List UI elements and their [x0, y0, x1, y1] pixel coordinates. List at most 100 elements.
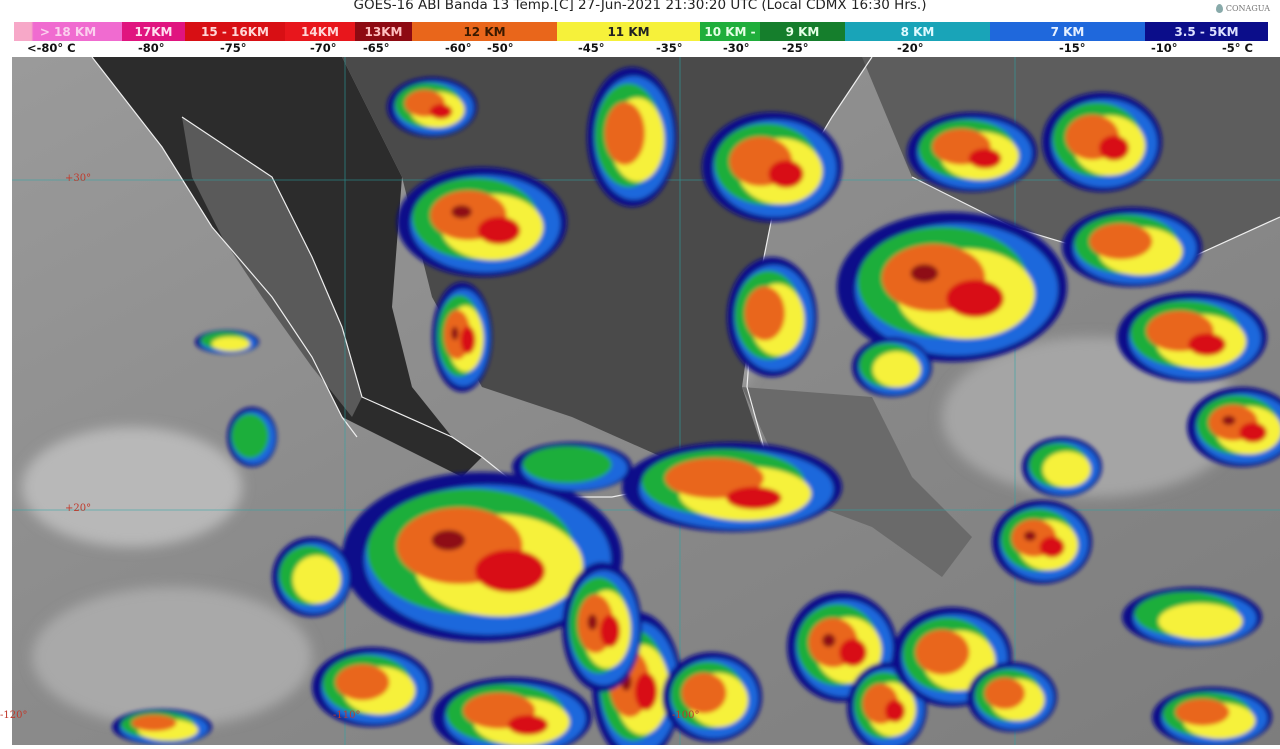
temperature-scale: <-80° C -80° -75° -70° -65° -60° -50° -45° -35° -… — [0, 41, 1280, 56]
temperature-label: -10° — [1151, 41, 1178, 55]
convective-cloud-system — [1117, 292, 1267, 382]
convective-cloud-system — [1122, 587, 1262, 647]
cloud-layer — [211, 336, 251, 352]
legend-segment: 7 KM — [990, 22, 1145, 41]
cloud-layer — [968, 148, 1002, 169]
temperature-label: -60° — [445, 41, 472, 55]
temperature-label: -20° — [897, 41, 924, 55]
cloud-layer — [429, 104, 453, 119]
convective-cloud-system — [907, 112, 1037, 192]
convective-cloud-system — [512, 442, 632, 492]
legend-segment: 8 KM — [845, 22, 990, 41]
lon-label-110: -110° — [333, 710, 361, 721]
cloud-layer — [634, 672, 658, 711]
legend-segment: 15 - 16KM — [185, 22, 285, 41]
cloud-layer — [744, 286, 786, 341]
legend-segment: 13KM — [355, 22, 412, 41]
convective-cloud-system — [272, 537, 352, 617]
temperature-label: -25° — [782, 41, 809, 55]
convective-cloud-system — [1062, 207, 1202, 287]
convective-cloud-system — [432, 677, 592, 745]
temperature-label: -65° — [363, 41, 390, 55]
convective-cloud-system — [967, 662, 1057, 732]
conagua-logo: CONAGUA — [1215, 4, 1270, 13]
cloud-layer — [1089, 223, 1153, 260]
cloud-layer — [1158, 603, 1243, 640]
convective-cloud-system — [227, 407, 277, 467]
temperature-label: -80° — [138, 41, 165, 55]
lat-label-20: +20° — [65, 503, 92, 514]
temperature-label: -35° — [656, 41, 683, 55]
legend-segment: 9 KM — [760, 22, 845, 41]
cloud-layer — [1239, 422, 1267, 443]
water-drop-icon — [1215, 4, 1223, 13]
convective-cloud-system — [195, 330, 259, 354]
convective-cloud-system — [432, 282, 492, 392]
convective-cloud-system — [837, 212, 1067, 362]
temperature-label: <-80° C — [27, 41, 76, 55]
temperature-label: -50° — [487, 41, 514, 55]
legend-segment: 12 KM — [412, 22, 557, 41]
logo-text: CONAGUA — [1225, 4, 1270, 13]
temperature-label: -30° — [723, 41, 750, 55]
convective-cloud-system — [562, 562, 642, 692]
cloud-layer — [839, 638, 867, 667]
cloud-layer — [1175, 698, 1230, 726]
cloud-top-legend: > 18 KM 17KM 15 - 16KM 14KM 13KM 12 KM 11 KM 10… — [14, 22, 1268, 41]
legend-segment: 11 KM — [557, 22, 700, 41]
legend-segment: 3.5 - 5KM — [1145, 22, 1268, 41]
temperature-label: -5° C — [1222, 41, 1253, 55]
cloud-layer — [910, 264, 939, 283]
cloud-layer — [664, 457, 764, 499]
cloud-layer — [600, 614, 620, 648]
convective-cloud-system — [992, 500, 1092, 584]
cloud-layer — [131, 714, 177, 732]
convective-cloud-system — [387, 77, 477, 137]
convective-cloud-system — [1152, 687, 1272, 745]
cloud-layer — [726, 486, 782, 510]
cloud-layer — [477, 216, 521, 245]
legend-segment: 10 KM - — [700, 22, 760, 41]
cloud-layer — [451, 326, 459, 340]
convective-cloud-system — [852, 337, 932, 397]
temperature-label: -15° — [1059, 41, 1086, 55]
cloud-layer — [335, 664, 390, 701]
cloud-layer — [822, 633, 836, 648]
convective-cloud-system — [662, 652, 762, 742]
convective-cloud-system — [112, 709, 212, 745]
lat-label-30: +30° — [65, 173, 92, 184]
cloud-systems — [112, 67, 1280, 745]
cloud-layer — [681, 672, 727, 714]
convective-cloud-system — [1187, 387, 1280, 467]
cloud-layer — [522, 446, 612, 484]
convective-cloud-system — [587, 67, 677, 207]
cloud-layer — [1039, 536, 1065, 558]
cloud-layer — [768, 160, 804, 188]
cloud-layer — [231, 413, 269, 459]
legend-segment: > 18 KM — [14, 22, 122, 41]
temperature-label: -75° — [220, 41, 247, 55]
cloud-layer — [587, 614, 598, 630]
cloud-layer — [1188, 333, 1226, 356]
legend-segment: 17KM — [122, 22, 185, 41]
cloud-layer — [915, 629, 970, 675]
convective-cloud-system — [622, 442, 842, 532]
cloud-layer — [1024, 530, 1036, 542]
cloud-layer — [885, 699, 905, 723]
lon-label-120: -120° — [0, 710, 28, 721]
temperature-label: -70° — [310, 41, 337, 55]
cloud-layer — [946, 279, 1004, 318]
lon-label-100: -100° — [672, 710, 700, 721]
cloud-layer — [292, 555, 341, 604]
cloud-layer — [1099, 135, 1129, 161]
legend-segment: 14KM — [285, 22, 355, 41]
convective-cloud-system — [312, 647, 432, 727]
cloud-layer — [460, 326, 476, 354]
cloud-layer — [604, 101, 646, 165]
satellite-map — [12, 57, 1280, 745]
cloud-layer — [984, 677, 1026, 710]
convective-cloud-system — [1022, 437, 1102, 497]
cloud-layer — [475, 549, 545, 593]
cloud-layer — [431, 530, 466, 551]
cloud-layer — [1222, 415, 1236, 426]
